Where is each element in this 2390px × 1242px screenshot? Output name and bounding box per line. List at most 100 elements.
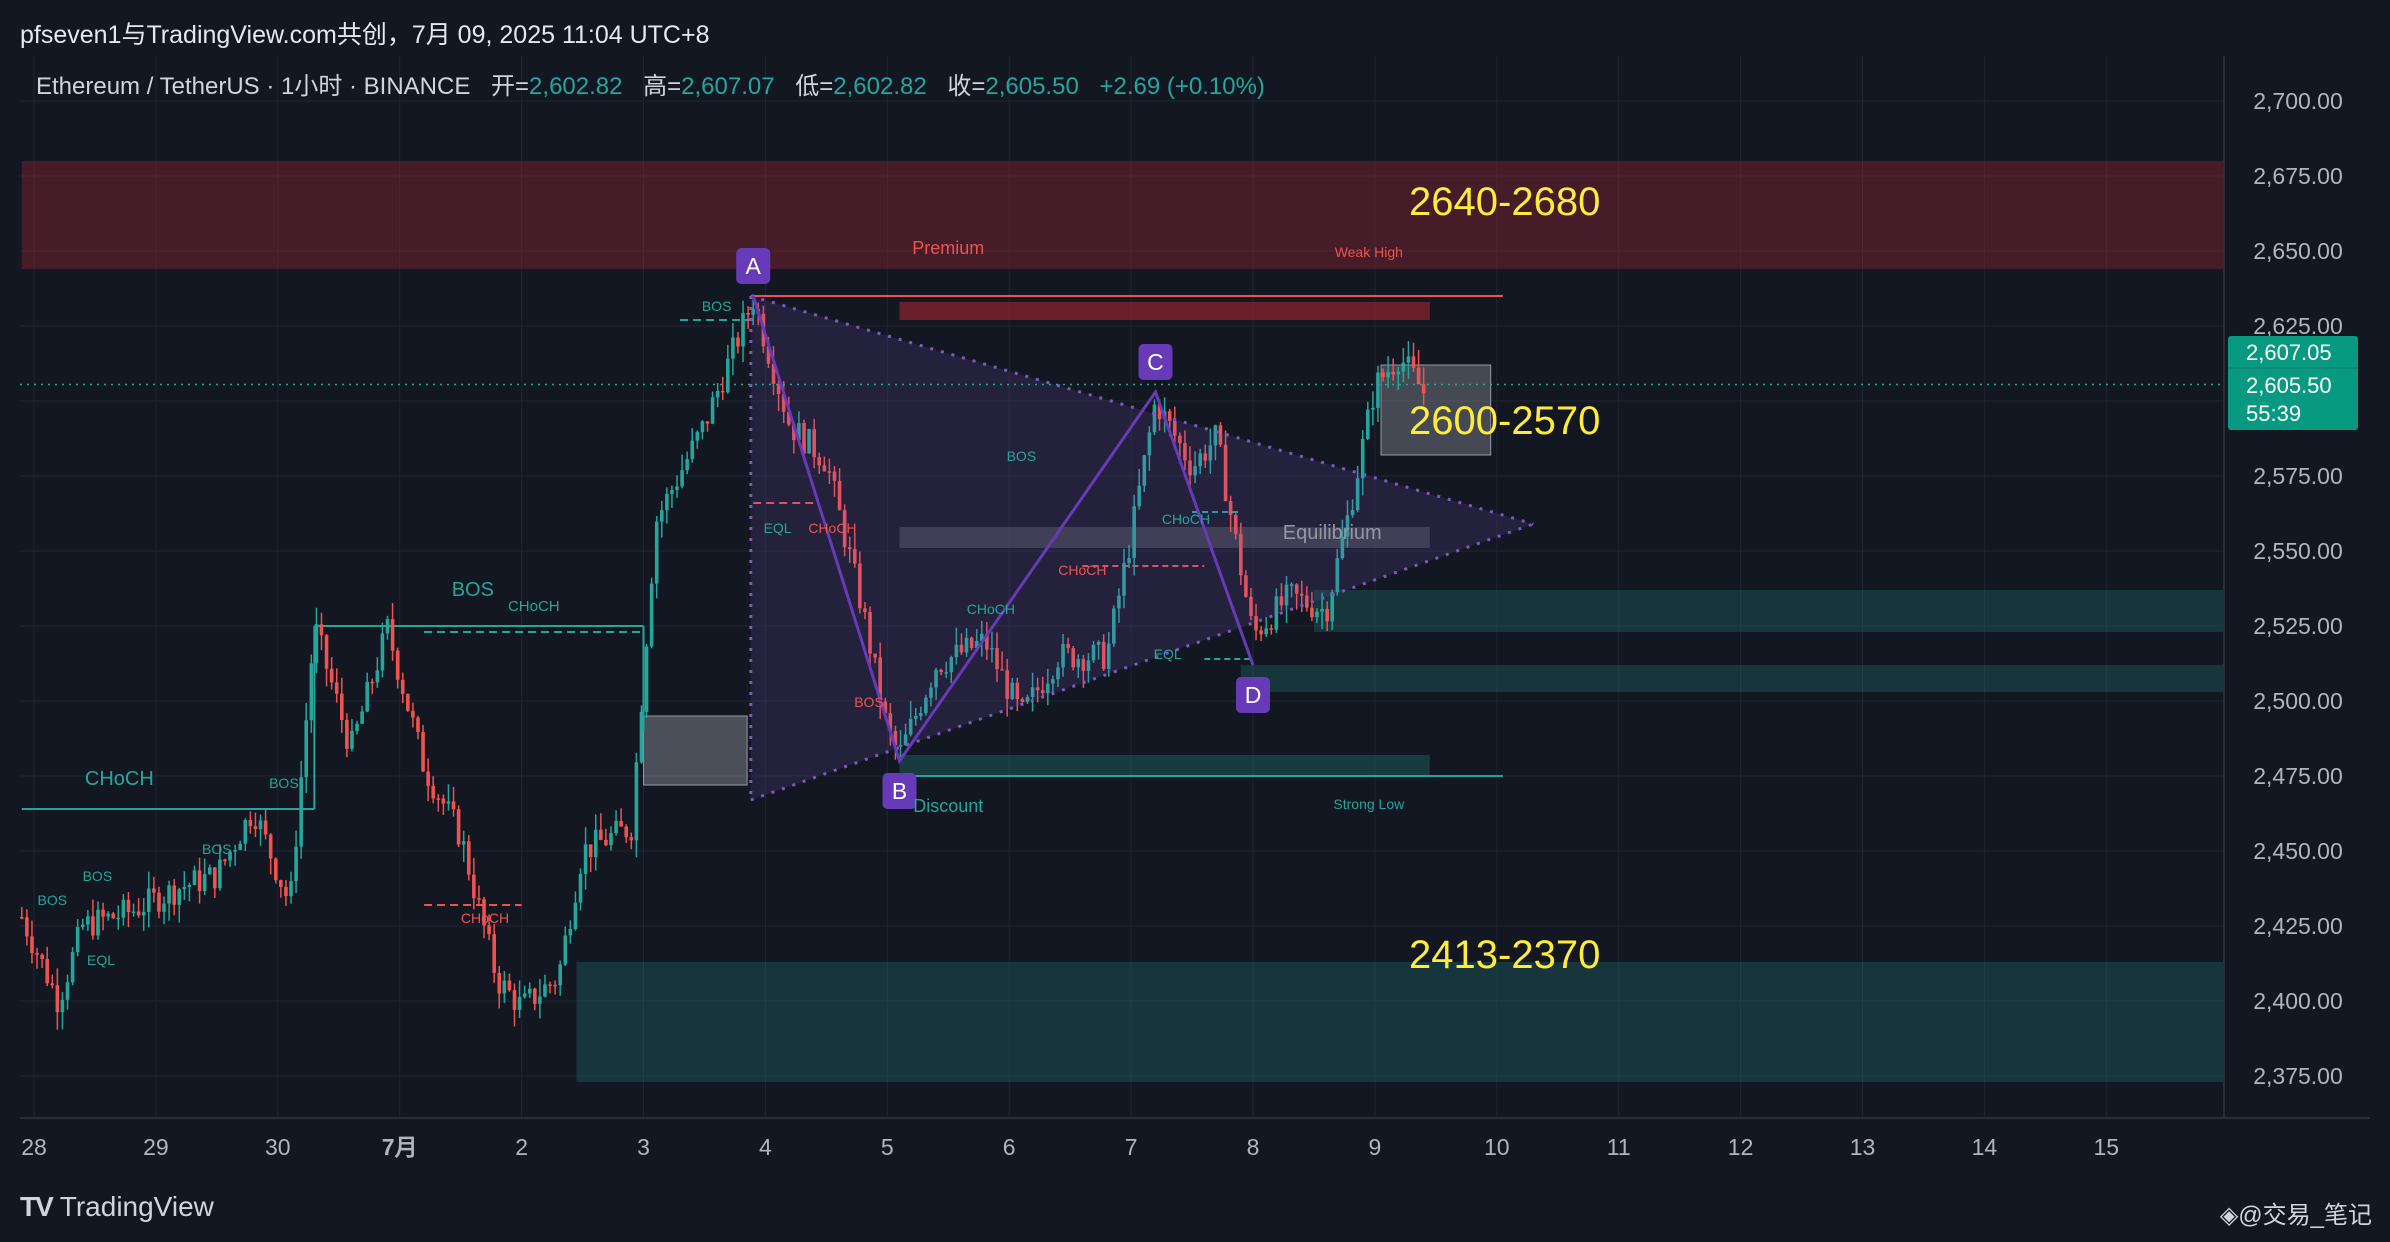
candle-body [1101, 641, 1106, 669]
candle-body [1320, 608, 1324, 612]
candle-body [431, 785, 436, 799]
candle-body [1030, 687, 1035, 698]
candle-body [1040, 690, 1045, 694]
open-value: 2,602.82 [529, 73, 622, 100]
candle-body [207, 867, 212, 875]
candle-body [157, 892, 161, 912]
candle-body [238, 843, 243, 851]
candle-body [802, 422, 806, 454]
candle-body [812, 429, 816, 458]
price-tick-label: 2,650.00 [2253, 238, 2343, 264]
candle-body [990, 648, 994, 650]
candle-body [299, 777, 303, 847]
price-tag-box [2228, 336, 2358, 430]
candle-body [1112, 608, 1116, 644]
chart-annotation: 2600-2570 [1409, 399, 1600, 443]
candle-body [578, 873, 583, 903]
candle-body [268, 834, 273, 859]
price-zones [21, 161, 2224, 1082]
candle-body [995, 648, 999, 670]
candle-body [979, 633, 984, 641]
candle-body [146, 888, 151, 912]
chart-annotation: CHoCH [1162, 511, 1210, 527]
candle-body [446, 801, 451, 804]
close-value: 2,605.50 [985, 73, 1078, 100]
chart-annotation: BOS [202, 841, 232, 857]
time-tick-label: 13 [1850, 1134, 1876, 1160]
candle-body [197, 870, 202, 892]
candle-body [248, 819, 253, 827]
candle-body [86, 916, 90, 925]
candle-body [1213, 425, 1218, 446]
candle-body [1330, 592, 1335, 622]
candle-body [1056, 667, 1060, 680]
candle-body [1335, 558, 1340, 593]
chart-annotation: BOS [452, 579, 494, 601]
time-axis[interactable]: 28 29 30 7月 2 3 4 5 6 7 8 9 10 11 12 13 14 15 [21, 1134, 2119, 1160]
abcd-pattern: A B C D [736, 248, 1534, 809]
candle-body [1345, 515, 1350, 537]
candle-body [96, 909, 100, 936]
candle-body [1096, 641, 1101, 645]
candle-body [533, 988, 537, 1004]
order-block [643, 715, 748, 786]
candle-body [908, 718, 913, 735]
candle-body [969, 637, 974, 649]
price-tag-countdown: 55:39 [2246, 401, 2301, 426]
candle-body [1020, 699, 1025, 702]
candle-body [726, 358, 730, 393]
candle-body [1365, 409, 1370, 439]
candle-body [411, 710, 415, 718]
candle-body [187, 884, 192, 887]
candle-body [1325, 608, 1329, 622]
candle-body [766, 346, 771, 364]
price-chart[interactable]: A B C D Premium Weak High Equilibrium Discount… [0, 0, 2390, 1175]
candle-body [649, 583, 654, 647]
high-label: 高= [643, 73, 681, 100]
candle-body [502, 980, 507, 994]
candle-body [939, 669, 943, 673]
chart-annotation: EQL [87, 952, 115, 968]
candle-body [279, 880, 283, 887]
time-tick-label: 10 [1484, 1134, 1510, 1160]
candle-body [1198, 453, 1202, 467]
candle-body [1360, 438, 1365, 479]
candle-body [1010, 682, 1015, 699]
candle-body [776, 383, 781, 395]
tradingview-logo[interactable]: TV TradingView [20, 1191, 214, 1223]
candle-body [827, 471, 832, 473]
candle-body [878, 657, 882, 702]
price-tick-label: 2,375.00 [2253, 1063, 2343, 1089]
candle-body [243, 819, 248, 844]
chart-annotation: 2413-2370 [1409, 933, 1600, 977]
candle-body [1000, 669, 1004, 671]
candle-body [1386, 371, 1390, 378]
candle-body [1239, 533, 1243, 576]
price-tag-last: 2,605.50 [2246, 373, 2332, 398]
price-tick-label: 2,450.00 [2253, 838, 2343, 864]
candle-body [273, 858, 278, 881]
candle-body [1350, 510, 1355, 516]
candle-body [888, 713, 893, 731]
candle-body [563, 935, 568, 965]
candle-body [903, 734, 908, 745]
candle-body [883, 701, 888, 714]
abcd-path [751, 295, 1255, 765]
candle-body [1381, 372, 1385, 378]
chart-annotation: BOS [269, 775, 299, 791]
candle-body [1035, 687, 1040, 691]
candle-body [1269, 628, 1274, 630]
candle-body [736, 337, 740, 347]
candle-body [1274, 596, 1279, 630]
candle-body [720, 390, 725, 393]
price-tick-label: 2,525.00 [2253, 613, 2343, 639]
candle-body [710, 397, 715, 424]
candle-body [548, 984, 552, 986]
time-tick-label: 12 [1728, 1134, 1754, 1160]
equilibrium-band [899, 527, 1430, 548]
candle-body [1025, 697, 1030, 702]
candle-body [1147, 432, 1152, 456]
candle-body [116, 917, 121, 920]
candle-body [1421, 384, 1426, 394]
candle-body [573, 902, 578, 929]
